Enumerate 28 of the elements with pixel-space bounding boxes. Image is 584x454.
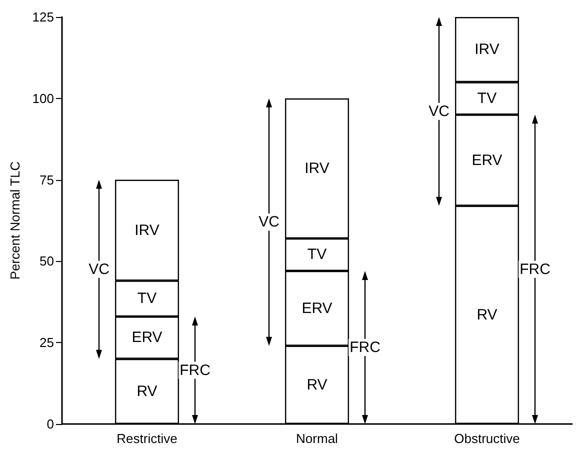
text: IRV <box>134 222 160 239</box>
series-label: ERV <box>132 329 162 346</box>
annotation: FRC <box>180 362 211 379</box>
annotation: VC <box>88 260 110 278</box>
y-tick-label: 125 <box>32 10 54 24</box>
series-label: IRV <box>304 160 330 177</box>
x-tick-label: Obstructive <box>454 431 520 446</box>
series-label: RV <box>306 376 328 394</box>
text: TV <box>137 290 157 308</box>
series-label: TV <box>477 90 497 107</box>
y-tick-label: 25 <box>40 335 54 350</box>
text: IRV <box>474 41 500 58</box>
y-tick-label: 0 <box>46 416 54 432</box>
text: TV <box>307 246 327 264</box>
annotation: VC <box>428 102 450 120</box>
x-tick-label: Normal <box>296 431 338 446</box>
text: RV <box>476 306 498 324</box>
text: ERV <box>302 300 332 317</box>
y-tick-label: 75 <box>40 172 54 188</box>
annotation: VC <box>258 214 280 231</box>
x-tick-label: Restrictive <box>116 431 178 446</box>
text: ERV <box>472 152 502 169</box>
annotation: FRC <box>520 260 551 278</box>
annotation: FRC <box>350 338 381 356</box>
text: RV <box>136 382 158 400</box>
y-axis-title: Percent Normal TLC <box>7 161 22 280</box>
y-tick-label: 50 <box>40 254 54 269</box>
y-tick-label: 100 <box>32 90 54 106</box>
